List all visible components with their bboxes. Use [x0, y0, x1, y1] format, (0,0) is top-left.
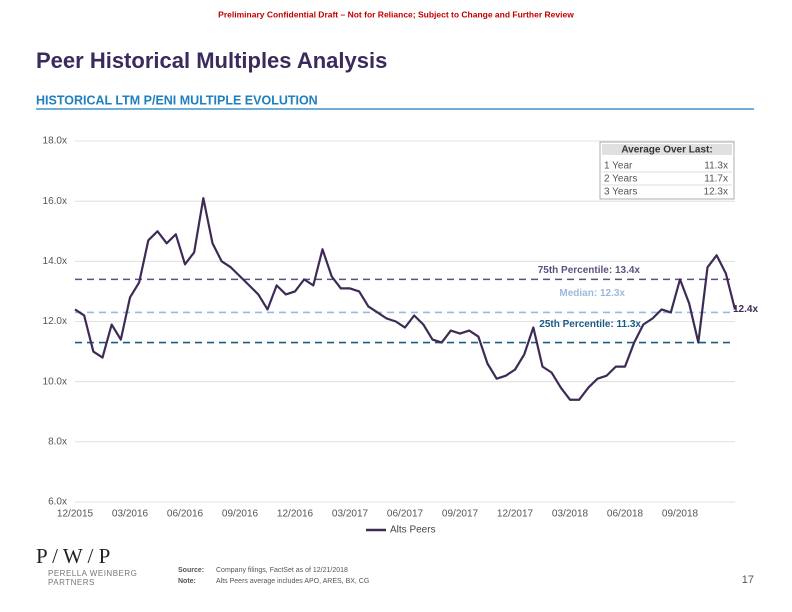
page-number: 17 — [742, 574, 754, 586]
x-tick-label: 03/2016 — [112, 509, 149, 520]
x-tick-label: 09/2017 — [442, 509, 479, 520]
x-tick-label: 09/2018 — [662, 509, 699, 520]
table-cell: 2 Years — [604, 174, 637, 185]
firm-name: PARTNERS — [48, 578, 95, 587]
x-tick-label: 03/2018 — [552, 509, 589, 520]
source: Company filings, FactSet as of 12/21/201… — [216, 567, 348, 574]
note-label: Note: — [178, 578, 196, 585]
y-tick-label: 18.0x — [43, 136, 67, 147]
table-cell: 11.3x — [704, 161, 728, 172]
disclaimer: Preliminary Confidential Draft – Not for… — [218, 9, 574, 19]
x-tick-label: 09/2016 — [222, 509, 259, 520]
x-tick-label: 06/2016 — [167, 509, 204, 520]
note: Alts Peers average includes APO, ARES, B… — [216, 578, 369, 585]
table-cell: 1 Year — [604, 161, 633, 172]
table-header — [602, 144, 732, 155]
reference-label: 75th Percentile: 13.4x — [538, 265, 641, 276]
firm-name: PERELLA WEINBERG — [48, 569, 137, 578]
table-title: Average Over Last: — [621, 145, 712, 156]
y-tick-label: 8.0x — [48, 436, 67, 447]
logo: P / W / P — [36, 544, 110, 568]
x-tick-label: 06/2017 — [387, 509, 424, 520]
legend-label: Alts Peers — [390, 525, 436, 536]
table-cell: 11.7x — [704, 174, 728, 185]
reference-label: 25th Percentile: 11.3x — [539, 319, 641, 330]
x-tick-label: 12/2017 — [497, 509, 534, 520]
reference-label: Median: 12.3x — [559, 288, 625, 299]
chart: 6.0x 8.0x 10.0x 12.0x 14.0x 16.0x 18.0x 12/2015… — [43, 136, 759, 536]
y-tick-label: 10.0x — [43, 376, 67, 387]
table-cell: 12.3x — [704, 187, 728, 198]
end-label: 12.4x — [733, 304, 758, 315]
y-tick-label: 12.0x — [43, 316, 67, 327]
source-label: Source: — [178, 567, 204, 574]
y-tick-label: 16.0x — [43, 196, 67, 207]
subtitle: HISTORICAL LTM P/ENI MULTIPLE EVOLUTION — [36, 93, 318, 107]
x-tick-label: 12/2015 — [57, 509, 94, 520]
x-tick-label: 03/2017 — [332, 509, 369, 520]
average-table: Average Over Last: 1 Year 11.3x 2 Years … — [599, 141, 735, 200]
table-cell: 3 Years — [604, 187, 637, 198]
page-title: Peer Historical Multiples Analysis — [36, 48, 387, 73]
x-tick-label: 12/2016 — [277, 509, 314, 520]
x-tick-label: 06/2018 — [607, 509, 644, 520]
y-tick-label: 6.0x — [48, 497, 67, 508]
series-line — [74, 197, 737, 401]
y-tick-label: 14.0x — [43, 256, 67, 267]
